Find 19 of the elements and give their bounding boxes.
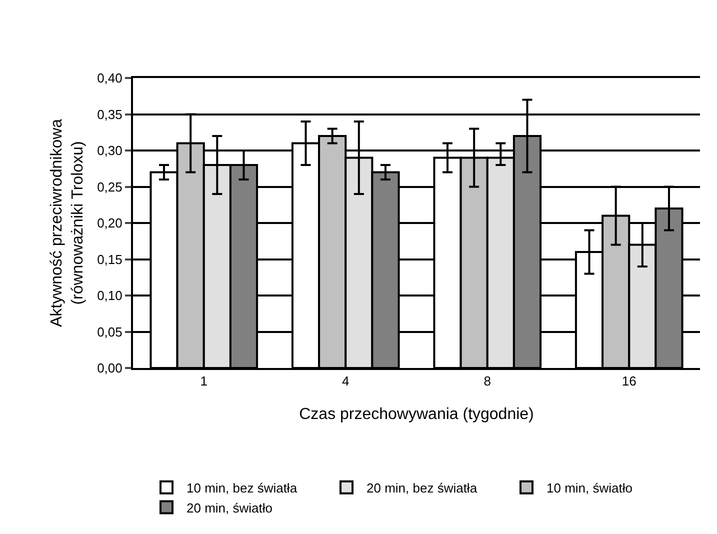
x-tick-label: 16 — [622, 374, 636, 389]
legend-label: 10 min, bez światła — [186, 480, 298, 496]
y-tick-label: 0,30 — [97, 143, 122, 158]
legend-label: 10 min, światło — [546, 480, 632, 496]
x-tick-label: 1 — [200, 374, 208, 389]
legend-label: 20 min, światło — [186, 500, 272, 516]
y-tick-label: 0,15 — [97, 252, 122, 267]
x-tick-label: 8 — [484, 374, 491, 389]
y-tick-label: 0,05 — [97, 324, 122, 340]
y-tick-label: 0,20 — [97, 216, 122, 231]
y-tick-label: 0,35 — [97, 106, 122, 122]
y-tick-label: 0,40 — [97, 70, 122, 86]
legend-label: 20 min, bez światła — [366, 480, 478, 496]
x-axis-title: Czas przechowywania (tygodnie) — [299, 406, 534, 423]
y-tick-label: 0,00 — [97, 360, 122, 376]
y-tick-label: 0,10 — [97, 288, 122, 304]
y-axis-title: Aktywność przeciwrodnikowa (równoważniki Troloxu) — [48, 118, 86, 328]
y-tick-label: 0,25 — [97, 179, 122, 194]
x-tick-label: 4 — [342, 374, 350, 389]
